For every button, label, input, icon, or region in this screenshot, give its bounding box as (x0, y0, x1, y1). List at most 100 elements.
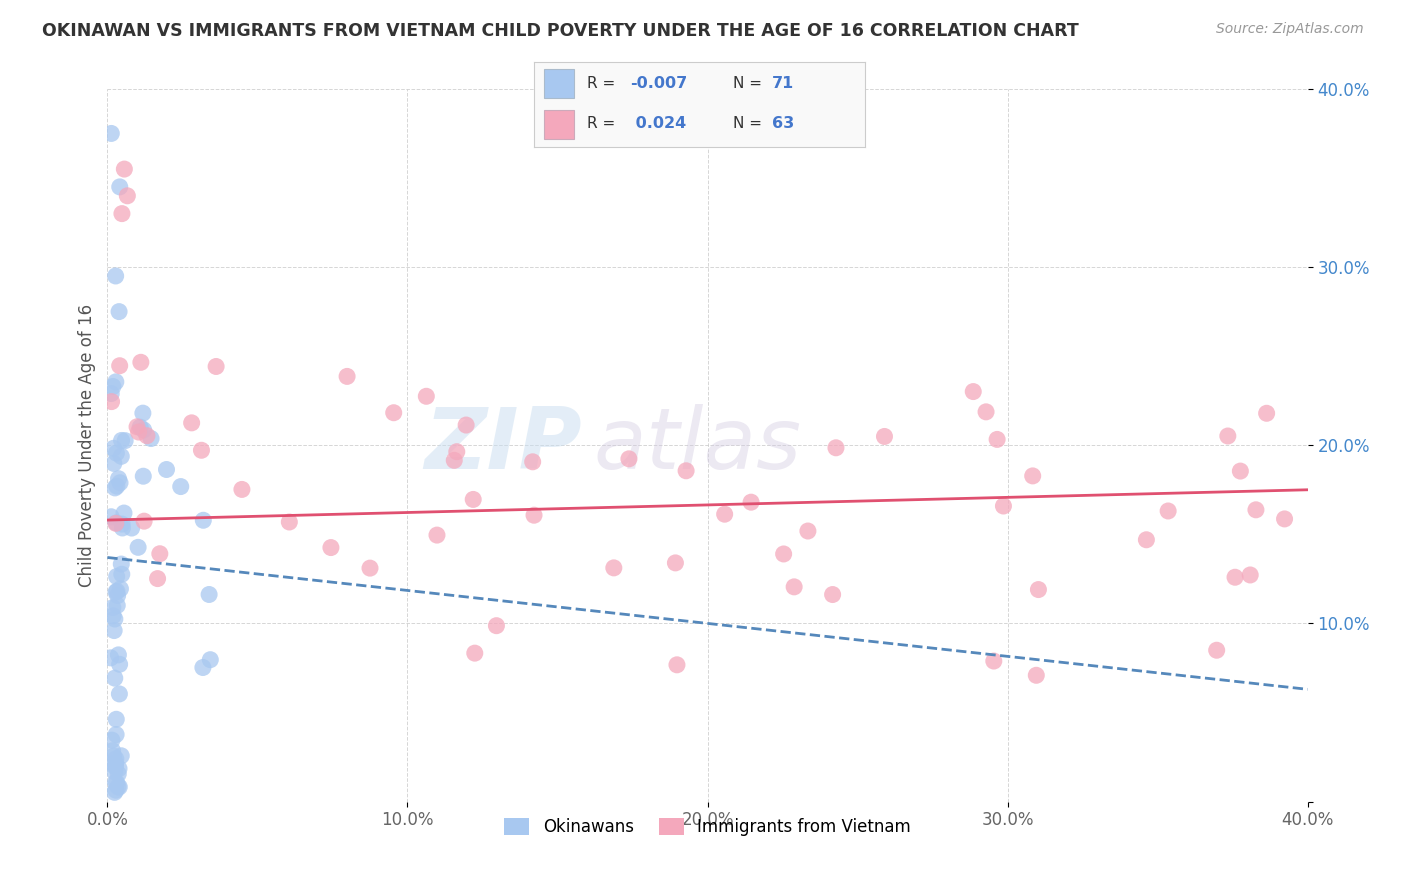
Point (1025, 668, 1047, 682)
Point (522, 455, 544, 469)
Point (523, 508, 546, 523)
Text: Source: ZipAtlas.com: Source: ZipAtlas.com (1216, 22, 1364, 37)
Point (105, 479, 128, 493)
Point (101, 379, 124, 393)
Point (319, 541, 342, 555)
Point (104, 375, 127, 389)
Point (278, 515, 301, 529)
Point (193, 513, 215, 527)
Point (104, 268, 127, 283)
Point (104, 758, 127, 772)
Point (359, 561, 381, 575)
Text: N =: N = (733, 76, 766, 91)
Point (108, 180, 131, 194)
Point (190, 443, 212, 458)
Point (107, 780, 129, 794)
Point (105, 775, 128, 789)
Point (103, 624, 125, 638)
Point (105, 599, 128, 613)
Text: OKINAWAN VS IMMIGRANTS FROM VIETNAM CHILD POVERTY UNDER THE AGE OF 16 CORRELATIO: OKINAWAN VS IMMIGRANTS FROM VIETNAM CHIL… (42, 22, 1078, 40)
Point (105, 585, 128, 599)
Point (103, 442, 125, 456)
Point (993, 499, 1015, 513)
Point (426, 528, 449, 542)
Point (105, 727, 128, 741)
Text: ZIP: ZIP (423, 404, 582, 487)
Point (108, 475, 131, 490)
Point (132, 469, 155, 483)
Point (112, 162, 135, 177)
Text: 0.024: 0.024 (630, 116, 686, 131)
Point (111, 517, 134, 532)
Point (336, 369, 359, 384)
Point (111, 521, 134, 535)
Point (107, 648, 129, 662)
Point (415, 389, 437, 403)
Point (603, 561, 626, 575)
Point (1028, 582, 1050, 597)
Point (200, 653, 222, 667)
Point (617, 451, 640, 466)
Point (100, 509, 122, 524)
Point (112, 506, 135, 520)
Point (101, 744, 124, 758)
Point (146, 572, 169, 586)
Legend: Okinawans, Immigrants from Vietnam: Okinawans, Immigrants from Vietnam (498, 812, 917, 843)
Point (382, 406, 405, 420)
Point (983, 654, 1005, 668)
Point (108, 780, 131, 794)
Point (1244, 503, 1267, 517)
Point (132, 514, 155, 528)
Point (111, 206, 134, 220)
Point (132, 423, 155, 437)
Point (132, 406, 155, 420)
Text: R =: R = (588, 116, 620, 131)
Point (1021, 469, 1043, 483)
Point (1239, 568, 1261, 582)
Point (456, 418, 478, 433)
Point (231, 483, 253, 497)
Point (464, 646, 486, 660)
Point (121, 521, 143, 535)
Point (104, 671, 127, 685)
Point (105, 584, 128, 599)
Point (986, 433, 1008, 447)
Point (114, 434, 136, 448)
Point (104, 516, 127, 531)
Point (105, 712, 128, 726)
Point (191, 660, 214, 674)
Point (665, 657, 688, 672)
FancyBboxPatch shape (544, 70, 574, 98)
Point (873, 429, 896, 443)
Point (110, 450, 132, 464)
Point (100, 386, 122, 401)
Point (783, 580, 806, 594)
Point (100, 127, 122, 141)
Point (675, 464, 697, 478)
Point (797, 524, 820, 538)
Point (149, 547, 172, 561)
Point (104, 760, 127, 774)
Point (111, 567, 134, 582)
Point (103, 749, 125, 764)
Text: 71: 71 (772, 76, 794, 91)
Point (104, 752, 127, 766)
Point (110, 557, 132, 571)
Point (110, 582, 132, 596)
Point (446, 444, 468, 458)
Point (128, 425, 150, 439)
Point (108, 657, 131, 672)
Point (1274, 512, 1296, 526)
Point (443, 453, 465, 467)
Point (1229, 464, 1251, 478)
Point (463, 492, 485, 507)
Point (155, 462, 177, 476)
Point (104, 785, 127, 799)
Y-axis label: Child Poverty Under the Age of 16: Child Poverty Under the Age of 16 (79, 303, 96, 587)
Point (974, 405, 997, 419)
Point (104, 756, 127, 771)
Point (104, 775, 127, 789)
Point (105, 446, 128, 460)
Point (101, 608, 124, 623)
Point (205, 359, 228, 374)
